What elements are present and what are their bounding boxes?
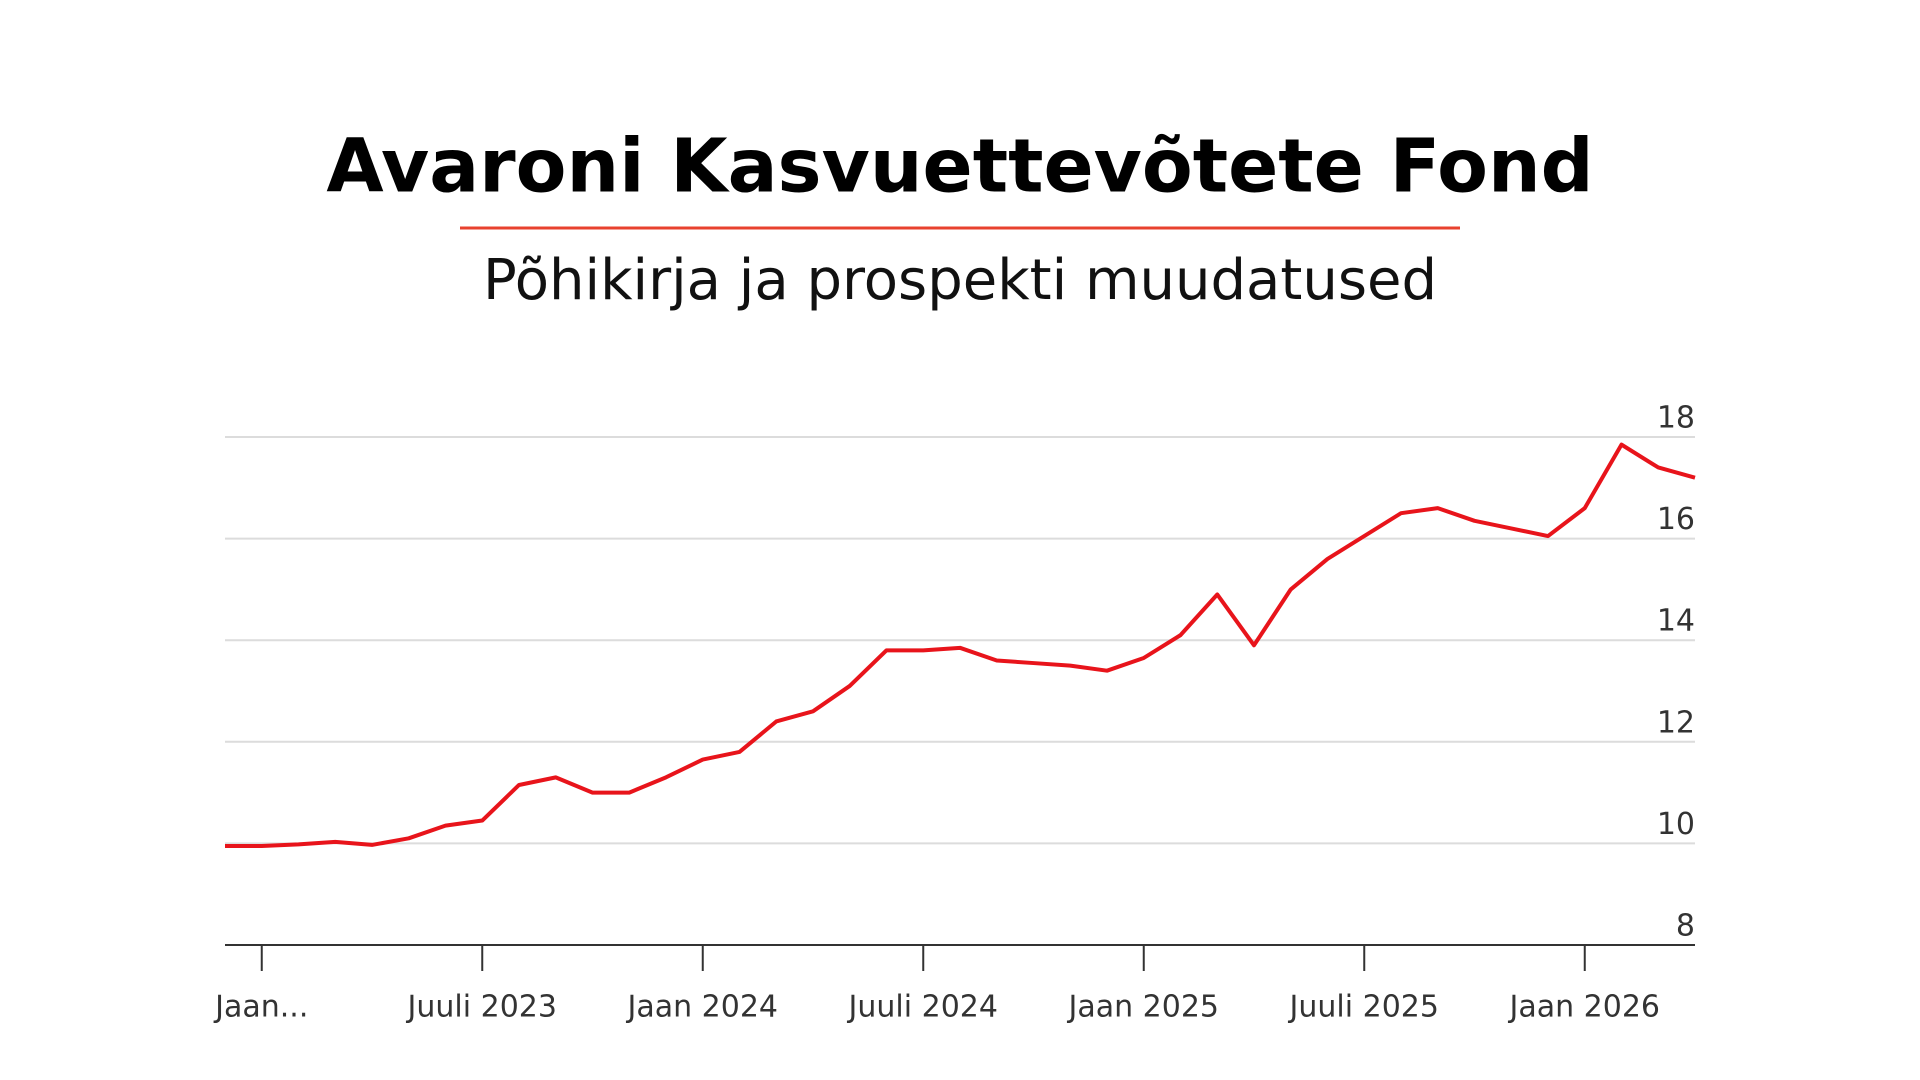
- y-tick-label: 18: [1657, 401, 1695, 436]
- y-tick-label: 12: [1657, 705, 1695, 740]
- x-tick-label: Jaan...: [213, 990, 308, 1025]
- x-tick-label: Juuli 2024: [847, 990, 998, 1025]
- chart-title: Avaroni Kasvuettevõtete Fond: [326, 124, 1593, 210]
- x-tick-label: Juuli 2023: [406, 990, 557, 1025]
- chart-subtitle: Põhikirja ja prospekti muudatused: [483, 248, 1437, 313]
- x-tick-label: Jaan 2024: [625, 990, 778, 1025]
- x-tick-label: Jaan 2026: [1507, 990, 1660, 1025]
- y-tick-label: 8: [1676, 909, 1695, 944]
- data-line: [225, 442, 1696, 848]
- y-tick-label: 10: [1657, 807, 1695, 842]
- x-tick-label: Juuli 2025: [1288, 990, 1439, 1025]
- y-tick-label: 14: [1657, 604, 1695, 639]
- y-tick-label: 16: [1657, 502, 1695, 537]
- x-tick-label: Jaan 2025: [1066, 990, 1219, 1025]
